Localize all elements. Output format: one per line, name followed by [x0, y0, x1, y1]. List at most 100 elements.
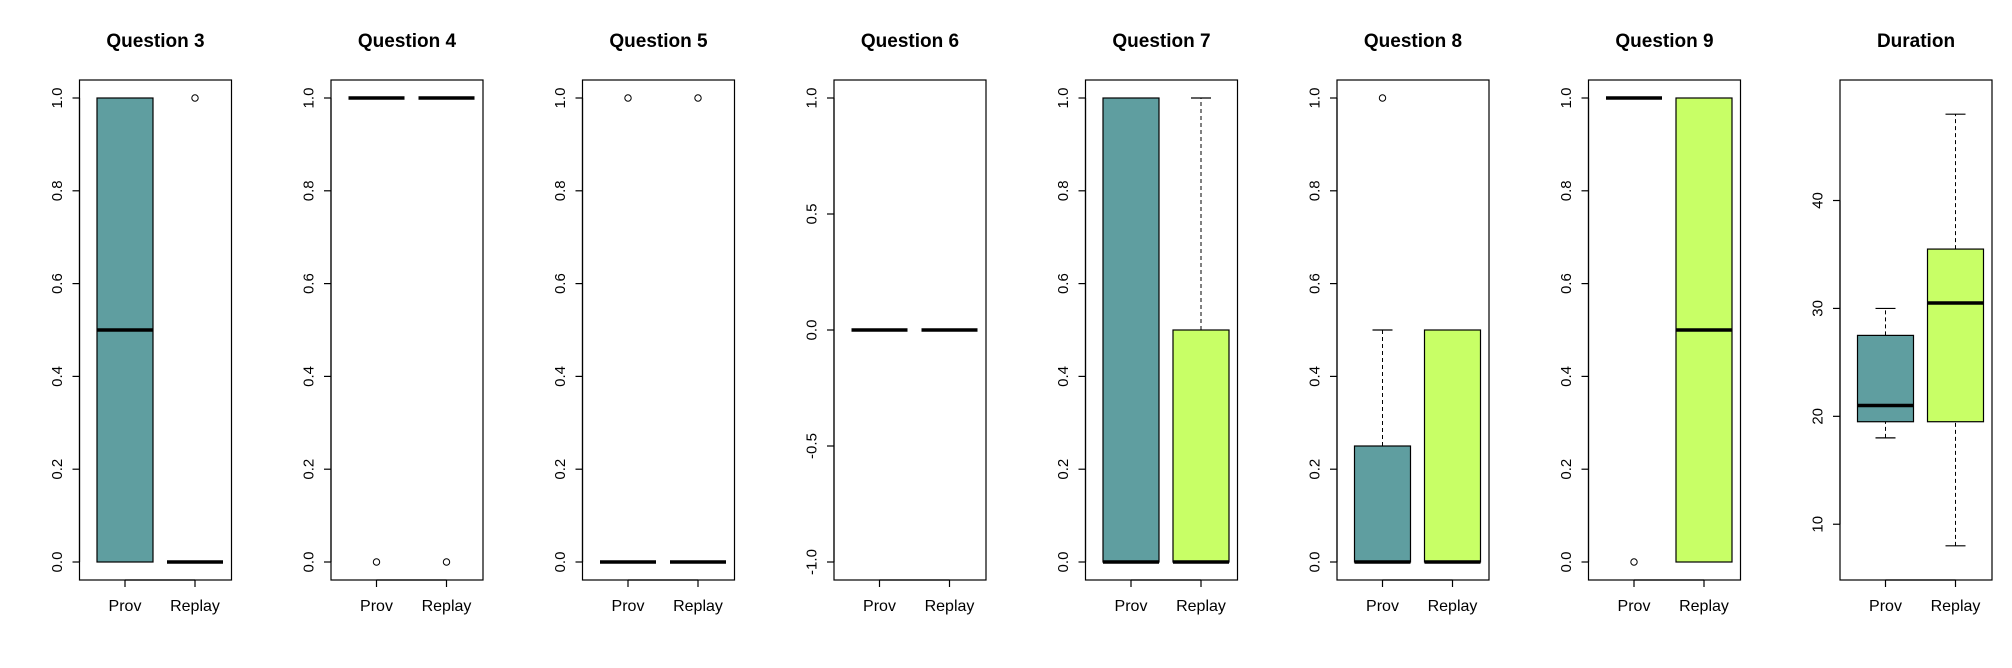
x-tick-label: Prov — [109, 598, 142, 615]
chart-panel: Question 9 0.0 0.2 0.4 0.6 0.8 1.0 Prov Replay — [1558, 31, 1742, 615]
y-tick-label: 0.4 — [1558, 366, 1575, 387]
outlier-point — [694, 94, 702, 102]
y-tick-label: 30 — [1810, 300, 1827, 317]
outlier-point — [1630, 558, 1638, 566]
chart-panel: Duration 10 20 30 40 Prov Replay — [1810, 31, 1993, 615]
y-tick-label: 1.0 — [301, 88, 318, 109]
chart-panel: Question 3 0.0 0.2 0.4 0.6 0.8 1.0 Prov Replay — [49, 31, 233, 615]
y-tick-label: 0.0 — [552, 552, 569, 573]
chart-panel: Question 6 -1.0 -0.5 0.0 0.5 1.0 Prov Replay — [804, 31, 987, 615]
y-tick-label: 0.2 — [1558, 459, 1575, 480]
y-tick-label: 1.0 — [1307, 88, 1324, 109]
chart-title: Duration — [1877, 31, 1955, 52]
box-replay — [1675, 97, 1733, 563]
x-tick-label: Prov — [1618, 598, 1651, 615]
y-tick-label: 0.2 — [1055, 459, 1072, 480]
chart-title: Question 8 — [1364, 31, 1462, 52]
y-tick-label: 0.5 — [804, 204, 821, 225]
y-tick-label: 1.0 — [49, 88, 66, 109]
outlier-point — [624, 94, 632, 102]
chart-panel: Question 8 0.0 0.2 0.4 0.6 0.8 1.0 Prov Replay — [1307, 31, 1490, 615]
y-tick-label: 0.0 — [301, 552, 318, 573]
x-tick-label: Prov — [612, 598, 645, 615]
chart-title: Question 4 — [358, 31, 457, 52]
box-replay — [1926, 113, 1985, 547]
y-tick-label: 0.6 — [49, 273, 66, 294]
box-prov — [348, 96, 405, 566]
y-tick-label: 0.0 — [804, 320, 821, 341]
y-tick-label: 10 — [1810, 516, 1827, 533]
chart-title: Question 5 — [609, 31, 708, 52]
chart-panel: Question 7 0.0 0.2 0.4 0.6 0.8 1.0 Prov Replay — [1055, 31, 1239, 615]
y-tick-label: 0.4 — [1307, 366, 1324, 387]
x-tick-label: Replay — [422, 598, 472, 615]
y-tick-label: 0.6 — [1307, 273, 1324, 294]
y-tick-label: 0.6 — [552, 273, 569, 294]
chart-panel: Question 5 0.0 0.2 0.4 0.6 0.8 1.0 Prov Replay — [552, 31, 736, 615]
y-tick-label: 40 — [1810, 192, 1827, 209]
box-replay — [670, 94, 726, 564]
plot-frame — [581, 79, 736, 581]
chart-title: Question 9 — [1615, 31, 1713, 52]
y-tick-label: 0.2 — [49, 459, 66, 480]
box-prov — [96, 97, 154, 563]
outlier-point — [1378, 94, 1387, 102]
chart-title: Question 7 — [1112, 31, 1210, 52]
y-tick-label: 0.6 — [1558, 273, 1575, 294]
box-replay — [167, 94, 223, 564]
box-replay — [1423, 329, 1482, 564]
x-tick-label: Prov — [1115, 598, 1148, 615]
chart-title: Question 6 — [861, 31, 959, 52]
x-tick-label: Replay — [1176, 598, 1226, 615]
y-tick-label: 1.0 — [1558, 88, 1575, 109]
y-tick-label: 0.8 — [301, 180, 318, 201]
outlier-point — [191, 94, 199, 102]
y-tick-label: 0.0 — [1307, 552, 1324, 573]
y-tick-label: 0.4 — [1055, 366, 1072, 387]
y-tick-label: 0.8 — [49, 180, 66, 201]
y-tick-label: -0.5 — [804, 433, 821, 459]
x-tick-label: Replay — [1428, 598, 1478, 615]
chart-title: Question 3 — [106, 31, 204, 52]
y-tick-label: 1.0 — [804, 88, 821, 109]
y-tick-label: 0.8 — [1558, 180, 1575, 201]
box-body — [1172, 329, 1230, 563]
box-prov — [1606, 96, 1662, 566]
x-tick-label: Prov — [1366, 598, 1399, 615]
box-prov — [600, 94, 656, 564]
box-body — [1102, 97, 1160, 563]
y-tick-label: 0.0 — [1558, 552, 1575, 573]
x-tick-label: Replay — [1931, 598, 1981, 615]
x-tick-label: Prov — [1869, 598, 1902, 615]
x-tick-label: Replay — [1679, 598, 1729, 615]
box-replay — [1172, 97, 1230, 564]
y-tick-label: 0.6 — [1055, 273, 1072, 294]
x-tick-label: Replay — [925, 598, 975, 615]
box-replay — [418, 96, 475, 566]
y-tick-label: 0.8 — [1307, 180, 1324, 201]
y-tick-label: 0.0 — [1055, 552, 1072, 573]
chart-panel: Question 4 0.0 0.2 0.4 0.6 0.8 1.0 Prov Replay — [301, 31, 484, 615]
outlier-point — [442, 558, 451, 566]
y-tick-label: 0.4 — [301, 366, 318, 387]
box-body — [1423, 329, 1482, 563]
y-tick-label: 0.4 — [552, 366, 569, 387]
box-body — [1926, 248, 1985, 423]
x-tick-label: Replay — [170, 598, 220, 615]
box-prov — [1102, 97, 1160, 564]
x-tick-label: Replay — [673, 598, 723, 615]
box-body — [1353, 445, 1412, 563]
box-prov — [1856, 307, 1915, 439]
y-tick-label: 0.2 — [552, 459, 569, 480]
y-tick-label: 1.0 — [1055, 88, 1072, 109]
y-tick-label: 0.2 — [1307, 459, 1324, 480]
y-tick-label: 0.4 — [49, 366, 66, 387]
y-tick-label: 0.0 — [49, 552, 66, 573]
y-tick-label: 20 — [1810, 408, 1827, 425]
y-tick-label: 1.0 — [552, 88, 569, 109]
plot-frame — [330, 79, 484, 581]
x-tick-label: Prov — [360, 598, 393, 615]
box-prov — [1353, 94, 1412, 564]
x-tick-label: Prov — [863, 598, 896, 615]
